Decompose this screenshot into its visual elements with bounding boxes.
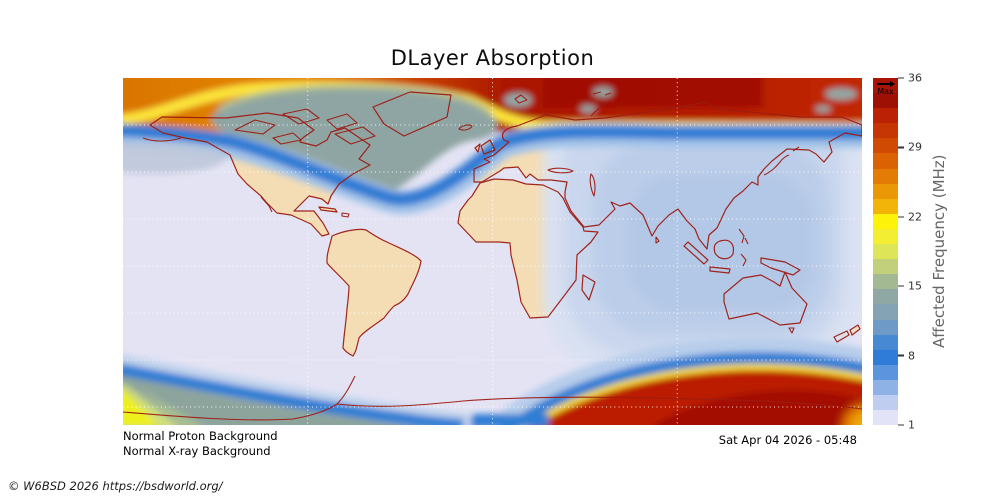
colorbar-band <box>873 183 898 199</box>
colorbar-band <box>873 319 898 335</box>
colorbar-band <box>873 259 898 275</box>
colorbar-axis-label: Affected Frequency (MHz) <box>930 154 948 349</box>
colorbar-tick: 1 <box>898 419 915 432</box>
colorbar-band <box>873 349 898 365</box>
colorbar-band <box>873 304 898 320</box>
colorbar-band <box>873 198 898 214</box>
tick-label: 29 <box>908 140 922 154</box>
max-arrow-icon <box>873 81 898 87</box>
tick-dash <box>898 77 904 79</box>
colorbar-band <box>873 289 898 305</box>
colorbar-band <box>873 213 898 229</box>
daylight-absorption-region <box>543 78 862 372</box>
map-timestamp: Sat Apr 04 2026 - 05:48 <box>718 433 857 447</box>
tick-dash <box>898 146 904 149</box>
colorbar-band <box>873 93 898 109</box>
colorbar-tick: 8 <box>898 349 915 362</box>
colorbar-tick: 36 <box>898 72 922 85</box>
north-polar-band <box>123 78 862 215</box>
tick-label: 22 <box>908 210 922 224</box>
map-canvas <box>123 78 862 425</box>
tick-label: 15 <box>908 279 922 293</box>
colorbar-band <box>873 123 898 139</box>
colorbar-tick: 29 <box>898 141 922 154</box>
colorbar-max-label: Max <box>877 87 894 96</box>
colorbar-tick: 15 <box>898 280 922 293</box>
colorbar-band <box>873 334 898 350</box>
colorbar-band <box>873 228 898 245</box>
colorbar-ticks: 36 29 22 15 8 1 <box>898 72 938 432</box>
copyright-notice: © W6BSD 2026 https://bsdworld.org/ <box>8 479 223 493</box>
proton-background-label: Normal Proton Background <box>123 429 278 443</box>
colorbar-band <box>873 168 898 184</box>
world-absorption-map <box>123 78 862 425</box>
colorbar-max-marker: Max <box>873 81 898 96</box>
tick-label: 1 <box>908 418 915 432</box>
tick-dash <box>898 285 904 287</box>
colorbar <box>873 78 898 426</box>
south-polar-band <box>123 338 862 425</box>
colorbar-tick: 22 <box>898 210 922 223</box>
colorbar-band <box>873 244 898 260</box>
colorbar-band <box>873 379 898 395</box>
tick-label: 36 <box>908 71 922 85</box>
colorbar-band <box>873 364 898 380</box>
colorbar-band <box>873 410 898 426</box>
xray-background-label: Normal X-ray Background <box>123 444 271 459</box>
colorbar-band <box>873 274 898 290</box>
tick-dash <box>898 424 904 426</box>
colorbar-band <box>873 108 898 124</box>
tick-dash <box>898 354 904 357</box>
tick-dash <box>898 216 904 218</box>
colorbar-band <box>873 138 898 154</box>
colorbar-band <box>873 394 898 411</box>
colorbar-band <box>873 153 898 169</box>
background-status: Normal Proton Background Normal X-ray Ba… <box>123 429 278 459</box>
page-title: DLayer Absorption <box>390 46 595 70</box>
tick-label: 8 <box>908 349 915 363</box>
